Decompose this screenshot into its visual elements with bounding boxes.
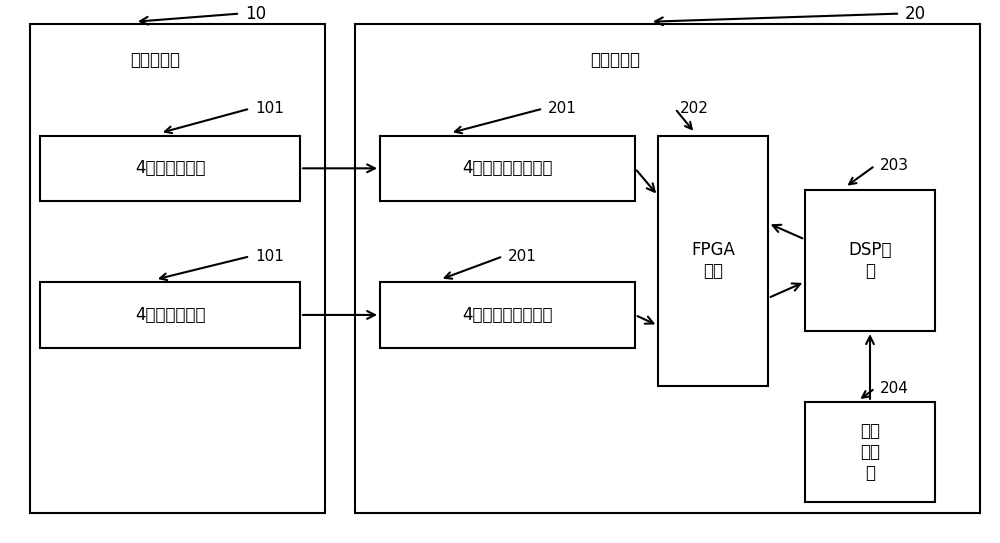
Text: 202: 202 — [680, 101, 709, 116]
Text: 基带子模块: 基带子模块 — [590, 50, 640, 69]
Text: 4通道射频芯片: 4通道射频芯片 — [135, 159, 205, 178]
Text: 4通道射频芯片: 4通道射频芯片 — [135, 306, 205, 324]
Text: 203: 203 — [880, 158, 909, 173]
Text: 20: 20 — [905, 4, 926, 23]
Text: 第一
存储
器: 第一 存储 器 — [860, 422, 880, 482]
Bar — [805, 402, 935, 502]
Text: 201: 201 — [548, 101, 577, 116]
Bar — [40, 282, 300, 348]
Text: 4通道模数转换芯片: 4通道模数转换芯片 — [462, 306, 553, 324]
Text: FPGA
芯片: FPGA 芯片 — [691, 241, 735, 280]
Text: 10: 10 — [245, 4, 266, 23]
Text: 101: 101 — [255, 101, 284, 116]
Text: 204: 204 — [880, 381, 909, 396]
Bar — [805, 190, 935, 331]
Text: 4通道模数转换芯片: 4通道模数转换芯片 — [462, 159, 553, 178]
Bar — [380, 136, 635, 201]
Bar — [658, 136, 768, 386]
Bar — [355, 24, 980, 513]
Bar — [380, 282, 635, 348]
Text: 射频子模块: 射频子模块 — [130, 50, 180, 69]
Text: 201: 201 — [508, 249, 537, 264]
Bar — [40, 136, 300, 201]
Text: DSP芯
片: DSP芯 片 — [848, 241, 892, 280]
Bar — [30, 24, 325, 513]
Text: 101: 101 — [255, 249, 284, 264]
